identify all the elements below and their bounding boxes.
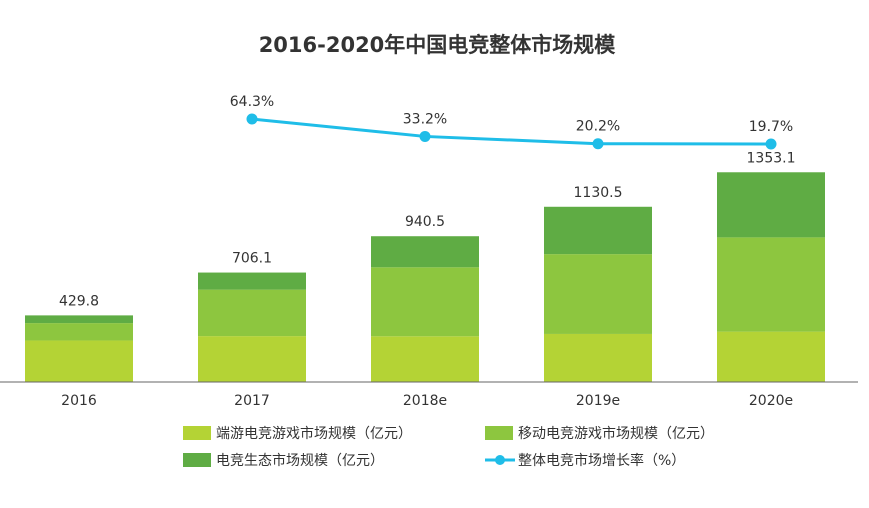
- growth-point: [419, 130, 431, 142]
- bar-2019e-series-1: [544, 333, 652, 382]
- x-tick-label: 2016: [61, 393, 97, 409]
- total-label: 706.1: [232, 251, 272, 267]
- bar-2017-series-3: [198, 272, 306, 290]
- growth-line: [251, 117, 772, 146]
- legend-swatch: [183, 426, 211, 440]
- growth-label: 33.2%: [403, 111, 447, 127]
- bar-2017-series-2: [198, 289, 306, 337]
- x-tick-labels: 2016 2017 2018e 2019e 2020e: [61, 393, 793, 409]
- bar-2017-series-1: [198, 336, 306, 382]
- x-tick-label: 2020e: [749, 393, 793, 409]
- bar-2016-series-1: [25, 340, 133, 382]
- growth-point: [592, 138, 604, 150]
- bar-2020e-series-3: [717, 172, 825, 238]
- total-label: 429.8: [59, 293, 99, 309]
- legend-label: 整体电竞市场增长率（%）: [518, 452, 685, 469]
- legend-swatch: [485, 426, 513, 440]
- total-labels: 429.8 706.1 940.5 1130.5 1353.1: [59, 150, 796, 309]
- growth-label: 20.2%: [576, 119, 620, 135]
- growth-point: [765, 138, 777, 150]
- growth-point: [246, 113, 258, 125]
- legend-label: 移动电竞游戏市场规模（亿元）: [518, 425, 714, 442]
- legend-line-marker: [495, 455, 505, 465]
- bar-2018e-series-2: [371, 267, 479, 337]
- growth-label: 64.3%: [230, 94, 274, 110]
- legend-label: 电竞生态市场规模（亿元）: [216, 452, 384, 469]
- bar-2018e-series-3: [371, 236, 479, 268]
- bar-2019e-series-3: [544, 206, 652, 255]
- legend: 端游电竞游戏市场规模（亿元） 移动电竞游戏市场规模（亿元） 电竞生态市场规模（亿元）…: [183, 425, 714, 469]
- chart-title: 2016-2020年中国电竞整体市场规模: [259, 33, 617, 57]
- growth-label: 19.7%: [749, 119, 793, 135]
- total-label: 1130.5: [574, 185, 623, 201]
- bar-2018e-series-1: [371, 336, 479, 382]
- x-tick-label: 2017: [234, 393, 270, 409]
- bar-2020e-series-2: [717, 237, 825, 332]
- total-label: 940.5: [405, 214, 445, 230]
- growth-line-layer: 64.3% 33.2% 20.2% 19.7%: [230, 94, 793, 150]
- x-tick-label: 2018e: [403, 393, 447, 409]
- legend-label: 端游电竞游戏市场规模（亿元）: [216, 425, 412, 442]
- bar-2016-series-3: [25, 315, 133, 324]
- x-tick-label: 2019e: [576, 393, 620, 409]
- bars-layer: [25, 172, 825, 382]
- bar-2020e-series-1: [717, 331, 825, 382]
- bar-2016-series-2: [25, 323, 133, 341]
- bar-2019e-series-2: [544, 254, 652, 334]
- total-label: 1353.1: [747, 150, 796, 166]
- legend-swatch: [183, 453, 211, 467]
